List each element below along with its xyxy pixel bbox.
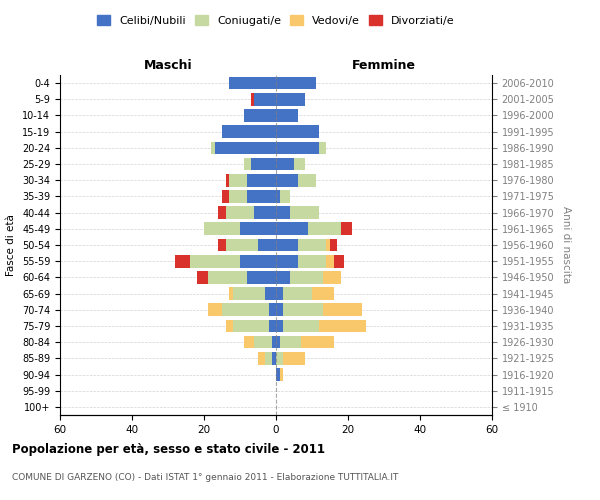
Bar xyxy=(229,190,247,202)
Bar xyxy=(272,336,276,348)
Bar xyxy=(276,222,308,235)
Bar xyxy=(341,222,352,235)
Bar xyxy=(226,238,258,252)
Bar xyxy=(254,336,272,348)
Bar xyxy=(229,77,276,90)
Bar xyxy=(222,190,229,202)
Bar xyxy=(247,271,276,283)
Bar xyxy=(218,206,226,219)
Text: COMUNE DI GARZENO (CO) - Dati ISTAT 1° gennaio 2011 - Elaborazione TUTTITALIA.IT: COMUNE DI GARZENO (CO) - Dati ISTAT 1° g… xyxy=(12,472,398,482)
Y-axis label: Anni di nascita: Anni di nascita xyxy=(561,206,571,284)
Bar xyxy=(276,126,319,138)
Bar xyxy=(218,238,226,252)
Bar xyxy=(301,336,334,348)
Bar xyxy=(276,77,316,90)
Bar xyxy=(226,174,229,186)
Bar xyxy=(276,93,305,106)
Bar xyxy=(276,142,319,154)
Bar xyxy=(323,304,362,316)
Bar xyxy=(211,142,215,154)
Bar xyxy=(254,93,276,106)
Bar xyxy=(175,255,190,268)
Bar xyxy=(326,255,334,268)
Bar xyxy=(283,288,312,300)
Bar xyxy=(197,271,208,283)
Bar xyxy=(276,238,298,252)
Bar xyxy=(269,304,276,316)
Bar xyxy=(280,190,290,202)
Bar xyxy=(254,206,276,219)
Bar xyxy=(323,271,341,283)
Bar xyxy=(283,352,305,364)
Bar xyxy=(229,174,247,186)
Y-axis label: Fasce di età: Fasce di età xyxy=(7,214,16,276)
Bar xyxy=(244,158,251,170)
Bar xyxy=(265,288,276,300)
Bar xyxy=(208,304,222,316)
Bar xyxy=(283,320,319,332)
Bar xyxy=(276,206,290,219)
Bar xyxy=(276,271,290,283)
Bar xyxy=(258,352,265,364)
Bar xyxy=(265,352,272,364)
Bar xyxy=(222,126,276,138)
Bar xyxy=(244,336,254,348)
Bar xyxy=(190,255,240,268)
Legend: Celibi/Nubili, Coniugati/e, Vedovi/e, Divorziati/e: Celibi/Nubili, Coniugati/e, Vedovi/e, Di… xyxy=(93,10,459,30)
Text: Maschi: Maschi xyxy=(143,60,193,72)
Bar xyxy=(276,190,280,202)
Bar xyxy=(276,109,298,122)
Bar xyxy=(240,255,276,268)
Bar xyxy=(276,304,283,316)
Bar xyxy=(272,352,276,364)
Bar xyxy=(312,288,334,300)
Bar xyxy=(276,352,283,364)
Bar xyxy=(222,304,269,316)
Bar xyxy=(298,174,316,186)
Bar xyxy=(233,320,269,332)
Bar xyxy=(233,288,265,300)
Bar xyxy=(229,288,233,300)
Bar xyxy=(276,288,283,300)
Bar xyxy=(276,158,294,170)
Bar xyxy=(298,255,326,268)
Bar xyxy=(258,238,276,252)
Bar xyxy=(276,336,280,348)
Bar xyxy=(226,206,254,219)
Bar xyxy=(290,271,323,283)
Bar xyxy=(298,238,326,252)
Bar xyxy=(247,190,276,202)
Bar xyxy=(251,93,254,106)
Bar xyxy=(283,304,323,316)
Bar xyxy=(215,142,276,154)
Bar xyxy=(276,320,283,332)
Bar xyxy=(294,158,305,170)
Bar xyxy=(269,320,276,332)
Bar xyxy=(204,222,240,235)
Bar xyxy=(247,174,276,186)
Bar xyxy=(276,255,298,268)
Text: Femmine: Femmine xyxy=(352,60,416,72)
Bar xyxy=(208,271,247,283)
Bar xyxy=(251,158,276,170)
Bar xyxy=(226,320,233,332)
Bar xyxy=(319,142,326,154)
Bar xyxy=(280,368,283,381)
Bar xyxy=(276,174,298,186)
Bar xyxy=(319,320,366,332)
Bar xyxy=(308,222,341,235)
Bar xyxy=(290,206,319,219)
Bar xyxy=(240,222,276,235)
Bar xyxy=(334,255,344,268)
Bar xyxy=(326,238,330,252)
Text: Popolazione per età, sesso e stato civile - 2011: Popolazione per età, sesso e stato civil… xyxy=(12,442,325,456)
Bar xyxy=(276,368,280,381)
Bar xyxy=(280,336,301,348)
Bar xyxy=(330,238,337,252)
Bar xyxy=(244,109,276,122)
